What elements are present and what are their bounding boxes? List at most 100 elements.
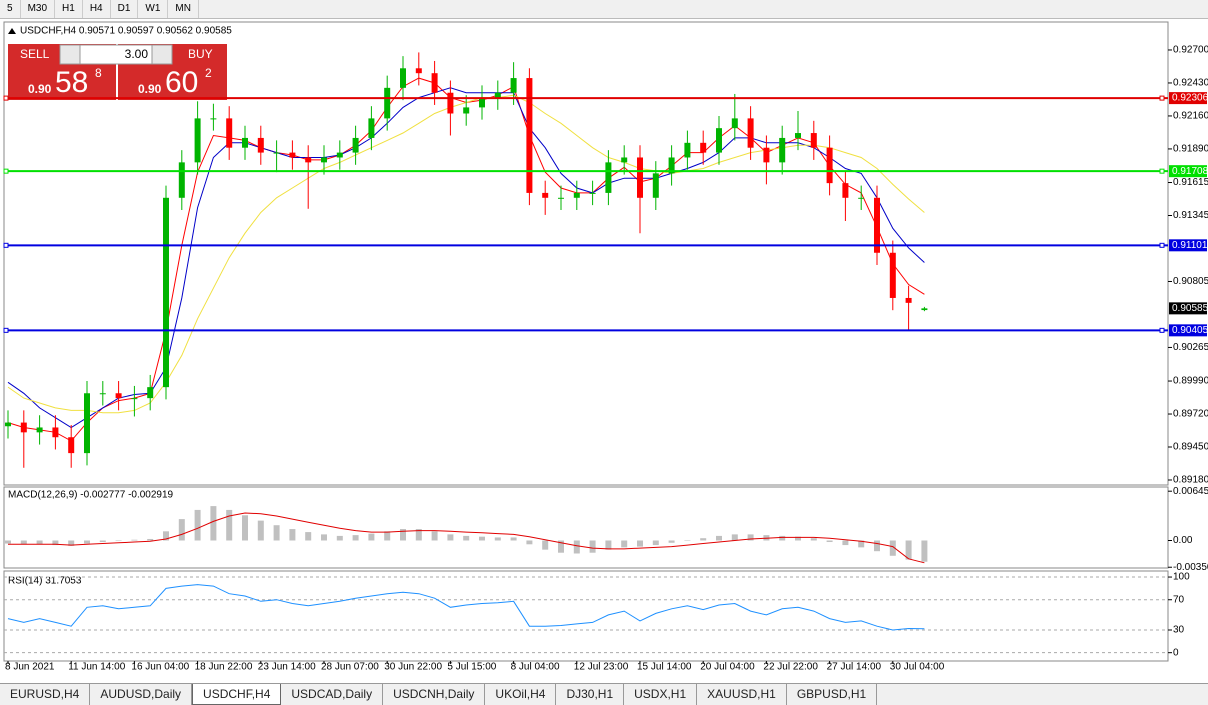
timeframe-button[interactable]: M30	[21, 0, 56, 18]
macd-bar	[842, 540, 849, 546]
sell-pips: 58	[55, 66, 88, 99]
candle-body	[826, 147, 833, 184]
x-tick-label: 8 Jun 2021	[5, 662, 55, 673]
lot-up[interactable]	[151, 44, 173, 65]
y-tick-label: 30	[1173, 625, 1185, 636]
macd-bar	[526, 540, 533, 545]
symbol-tab[interactable]: AUDUSD,Daily	[90, 684, 193, 705]
macd-bar	[716, 535, 722, 541]
macd-bar	[637, 540, 643, 547]
candle-body	[668, 157, 675, 174]
macd-bar	[321, 534, 327, 541]
symbol-tab[interactable]: XAUUSD,H1	[697, 684, 787, 705]
chart: USDCHF,H4 0.90571 0.90597 0.90562 0.9058…	[3, 21, 1208, 673]
macd-bar	[874, 540, 880, 552]
level-handle	[3, 95, 9, 101]
macd-bar	[684, 540, 691, 541]
sell-point: 8	[95, 66, 102, 80]
candle-body	[131, 398, 138, 400]
symbol-tab[interactable]: USDCAD,Daily	[281, 684, 384, 705]
macd-bar	[115, 540, 122, 541]
timeframe-button[interactable]: 5	[0, 0, 21, 18]
candle-body	[905, 297, 912, 303]
candle-body	[510, 78, 517, 93]
candle-body	[257, 137, 264, 153]
candle-body	[84, 393, 90, 454]
macd-bar	[747, 534, 754, 541]
level-label-box	[1169, 165, 1207, 178]
symbol-tab[interactable]: UKOil,H4	[485, 684, 557, 705]
macd-bar	[131, 539, 138, 541]
symbol-tab[interactable]: USDCNH,Daily	[383, 684, 486, 705]
y-tick-label: 0.006451	[1173, 486, 1208, 497]
macd-bar	[273, 525, 280, 541]
symbol-tab[interactable]: USDCHF,H4	[192, 684, 282, 705]
y-tick-label: 0.90265	[1173, 342, 1208, 353]
candle-body	[415, 68, 422, 74]
candle-body	[352, 137, 359, 153]
level-handle	[3, 242, 9, 248]
candle-body	[526, 78, 533, 193]
symbol-tabs: EURUSD,H4 AUDUSD,Daily USDCHF,H4 USDCAD,Dai…	[0, 683, 1208, 705]
candle-body	[889, 252, 896, 298]
candle-body	[321, 157, 327, 163]
candle-body	[779, 137, 786, 163]
macd-bar	[242, 515, 248, 541]
macd-bar	[652, 540, 659, 546]
price-title: USDCHF,H4 0.90571 0.90597 0.90562 0.9058…	[20, 26, 232, 37]
symbol-tab[interactable]: GBPUSD,H1	[787, 684, 878, 705]
x-tick-label: 12 Jul 23:00	[574, 662, 629, 673]
candle-body	[716, 128, 722, 153]
macd-bar	[431, 531, 438, 541]
level-label: 0.90405	[1172, 325, 1208, 336]
level-label-box	[1169, 324, 1207, 337]
x-tick-label: 16 Jun 04:00	[131, 662, 189, 673]
level-label: 0.92306	[1172, 93, 1208, 104]
symbol-tab[interactable]: USDX,H1	[624, 684, 698, 705]
y-tick-label: 0.91890	[1173, 144, 1208, 155]
x-tick-label: 5 Jul 15:00	[447, 662, 496, 673]
timeframe-button[interactable]: W1	[138, 0, 169, 18]
candle-body	[763, 147, 770, 163]
candle-body	[273, 152, 280, 154]
macd-bar	[305, 532, 312, 541]
candle-body	[479, 97, 485, 108]
timeframe-button[interactable]: H4	[83, 0, 111, 18]
y-tick-label: 0.89450	[1173, 442, 1208, 453]
y-tick-label: -0.00350	[1173, 562, 1208, 573]
candle-body	[36, 427, 43, 433]
candle-body	[589, 192, 596, 194]
timeframe-button[interactable]: MN	[168, 0, 199, 18]
sell-big: 0.90	[28, 82, 52, 96]
timeframe-button[interactable]: D1	[111, 0, 139, 18]
candle-body	[810, 133, 817, 148]
moving-average	[7, 87, 925, 429]
buy-label: BUY	[188, 47, 213, 61]
macd-bar	[668, 540, 675, 543]
x-tick-label: 22 Jul 22:00	[763, 662, 818, 673]
lot-down[interactable]	[59, 44, 81, 65]
candle-body	[242, 137, 248, 148]
candle-body	[463, 107, 470, 114]
x-tick-label: 18 Jun 22:00	[195, 662, 253, 673]
rsi-title: RSI(14) 31.7053	[8, 576, 82, 587]
buy-big: 0.90	[138, 82, 162, 96]
price-label-box	[1169, 302, 1207, 315]
y-tick-label: 0.89720	[1173, 409, 1208, 420]
candle-body	[336, 152, 343, 158]
macd-bar	[415, 529, 422, 541]
y-tick-label: 0.91345	[1173, 210, 1208, 221]
y-tick-label: 0.92430	[1173, 78, 1208, 89]
macd-bar	[779, 535, 786, 541]
timeframe-button[interactable]: H1	[55, 0, 83, 18]
candle-body	[289, 152, 296, 158]
candle-body	[874, 197, 880, 253]
symbol-tab[interactable]: DJ30,H1	[556, 684, 625, 705]
symbol-tab[interactable]: EURUSD,H4	[0, 684, 91, 705]
y-tick-label: 0.92700	[1173, 45, 1208, 56]
candle-body	[163, 197, 169, 388]
x-tick-label: 30 Jul 04:00	[890, 662, 945, 673]
level-handle	[1159, 168, 1165, 174]
macd-bar	[36, 540, 43, 545]
macd-bar	[589, 540, 596, 553]
